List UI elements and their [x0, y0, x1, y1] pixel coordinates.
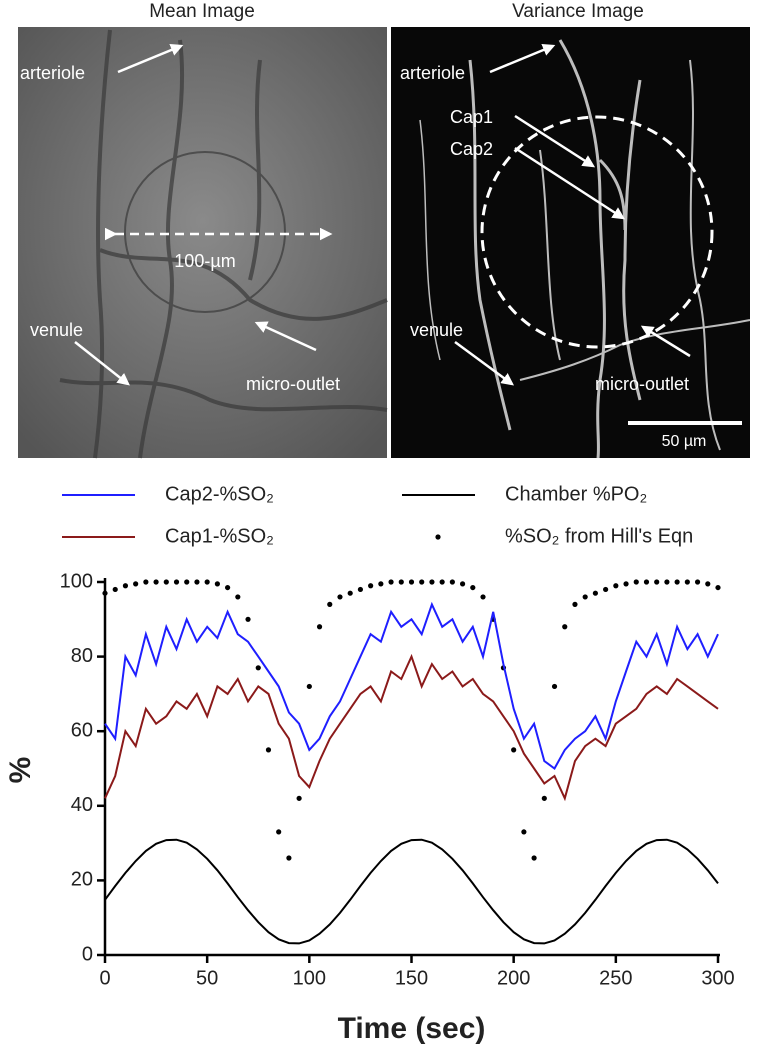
- x-tick-label: 250: [599, 967, 632, 989]
- series-dot: [408, 579, 415, 585]
- series-dot: [603, 586, 609, 593]
- series-dot: [225, 584, 231, 591]
- image-label: arteriole: [20, 63, 85, 83]
- series-dot: [531, 855, 537, 861]
- series-dot: [511, 747, 517, 753]
- series-dot: [480, 594, 486, 600]
- series-dot: [163, 579, 169, 585]
- series-dot: [633, 579, 639, 585]
- x-tick-label: 0: [99, 967, 110, 989]
- y-tick-label: 60: [71, 719, 93, 741]
- series-dot: [674, 579, 680, 585]
- series-dot: [265, 747, 272, 753]
- series-dot: [623, 581, 629, 587]
- x-axis-label: Time (sec): [338, 1012, 486, 1045]
- series-dot: [551, 683, 558, 690]
- series-dot: [388, 579, 394, 585]
- y-tick-label: 40: [71, 794, 93, 816]
- series-dot: [654, 579, 660, 585]
- series-line: [104, 601, 719, 770]
- x-tick-label: 150: [395, 967, 428, 989]
- image-label: Cap2: [450, 139, 493, 159]
- series-dot: [112, 586, 118, 593]
- legend-label: %SO₂ from Hill's Eqn: [505, 525, 693, 547]
- series-dot: [582, 594, 588, 600]
- series-dot: [378, 581, 384, 587]
- x-tick-label: 200: [497, 967, 530, 989]
- series-dot: [153, 579, 159, 585]
- scale-bar-label: 50 µm: [662, 433, 707, 450]
- mean-image: [18, 27, 388, 459]
- legend-label: Cap2-%SO₂: [165, 483, 274, 505]
- x-tick-label: 50: [196, 967, 218, 989]
- series-dot: [398, 579, 404, 585]
- series-dot: [705, 581, 711, 587]
- series-dot: [194, 579, 200, 585]
- series-dot: [347, 590, 353, 596]
- series-dot: [235, 594, 241, 600]
- y-tick-label: 100: [60, 570, 93, 592]
- series-dot: [449, 579, 455, 585]
- x-tick-label: 100: [293, 967, 326, 989]
- legend-label: Chamber %PO₂: [505, 483, 647, 505]
- series-dot: [572, 601, 578, 607]
- series-dot: [204, 579, 210, 585]
- series-dot: [429, 579, 435, 585]
- series-dot: [102, 590, 108, 596]
- series-line: [104, 838, 719, 945]
- panel-title: Variance Image: [512, 1, 644, 22]
- image-label: venule: [410, 320, 463, 340]
- y-tick-label: 0: [82, 943, 93, 965]
- legend-label: Cap1-%SO₂: [165, 525, 274, 547]
- series-dot: [327, 601, 333, 607]
- series-dot: [664, 579, 670, 585]
- series-dot: [133, 581, 139, 587]
- x-tick-label: 300: [701, 967, 734, 989]
- series-dot: [357, 586, 364, 593]
- legend-marker: [435, 534, 441, 540]
- series-dot: [684, 579, 690, 585]
- series-dot: [122, 583, 129, 589]
- series-dot: [306, 683, 312, 690]
- y-axis-label: %: [4, 757, 37, 784]
- series-dot: [286, 855, 292, 861]
- series-line: [104, 653, 719, 802]
- series-dot: [316, 624, 323, 630]
- series-dot: [562, 624, 568, 630]
- image-label: venule: [30, 320, 83, 340]
- image-label: Cap1: [450, 107, 493, 127]
- series-dot: [184, 579, 190, 585]
- image-label: micro-outlet: [246, 374, 340, 394]
- series-dot: [459, 581, 466, 587]
- series-dot: [296, 795, 302, 801]
- chart: 0 20 40 60 80 100 0 50 100 150 200 250 300 Time (sec)…: [4, 483, 735, 1045]
- series-dot: [715, 584, 721, 591]
- image-label: micro-outlet: [595, 374, 689, 394]
- y-tick-label: 20: [71, 869, 93, 891]
- panel-title: Mean Image: [149, 1, 255, 22]
- y-tick-label: 80: [71, 645, 93, 667]
- series-dot: [337, 594, 343, 600]
- series-dot: [643, 579, 650, 585]
- image-label: arteriole: [400, 63, 465, 83]
- series-dot: [613, 583, 619, 589]
- series-dot: [214, 581, 220, 587]
- series-dot: [368, 583, 374, 589]
- series-dot: [419, 579, 425, 585]
- series-dot: [541, 795, 547, 801]
- series-dot: [255, 665, 261, 671]
- series-dot: [439, 579, 445, 585]
- series-dot: [245, 616, 251, 622]
- image-label: 100-µm: [174, 251, 235, 271]
- series-dot: [276, 829, 282, 835]
- series-dot: [592, 590, 599, 596]
- series-dot: [173, 579, 180, 585]
- variance-image: [391, 27, 751, 459]
- series-dot: [521, 829, 527, 835]
- series-dot: [694, 579, 701, 585]
- series-dot: [470, 584, 476, 591]
- series-dot: [143, 579, 149, 585]
